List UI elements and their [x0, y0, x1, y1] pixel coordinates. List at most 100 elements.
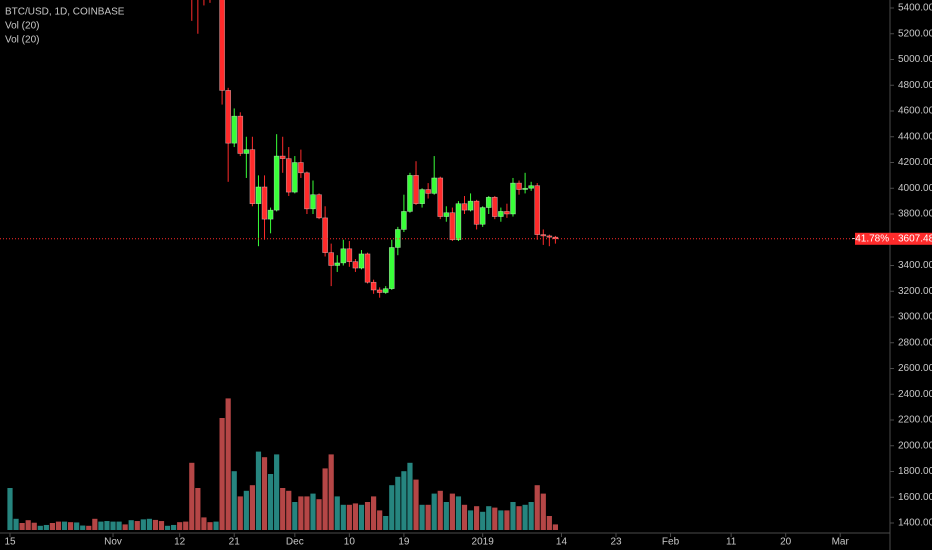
volume-bar [437, 490, 443, 530]
volume-bar [86, 525, 92, 530]
candle-body [419, 189, 425, 205]
candle-body [285, 158, 292, 193]
volume-bar [449, 493, 455, 530]
candle-body [328, 252, 334, 266]
volume-bar [546, 516, 552, 530]
candle-body [298, 162, 304, 174]
price-label: -41.78% · 3607.48 [852, 233, 932, 244]
candle-body [219, 0, 225, 91]
volume-bar [528, 502, 534, 530]
volume-bar [492, 507, 498, 530]
volume-bar [292, 502, 298, 530]
price-label-box [855, 232, 932, 245]
volume-bar [7, 488, 13, 530]
candle-body [316, 194, 322, 219]
candle-body [237, 115, 244, 154]
candle-body [479, 207, 486, 225]
candle-body [437, 177, 444, 217]
volume-bar [522, 504, 528, 530]
volume-bar [486, 506, 492, 530]
x-tick-label: 10 [344, 537, 356, 548]
candle-body [528, 185, 534, 189]
volume-bar [443, 502, 449, 530]
volume-bar [152, 519, 159, 530]
candle-body [407, 175, 413, 212]
indicator-label: Vol (20) [5, 35, 39, 46]
candle-body [292, 162, 298, 193]
candle-body [431, 177, 438, 194]
volume-bar [110, 521, 116, 530]
volume-bar [98, 521, 104, 530]
volume-bar [340, 504, 346, 530]
y-tick-label: 3800.00 [898, 209, 932, 220]
y-tick-label: 1800.00 [898, 466, 932, 477]
volume-bar [280, 488, 286, 530]
candle-body [231, 115, 238, 144]
candle-body [364, 253, 371, 283]
volume-bar [171, 524, 177, 530]
volume-bar [177, 522, 183, 530]
volume-bar [334, 496, 340, 530]
volume-bar [346, 504, 352, 530]
candle-body [455, 203, 462, 241]
candle-body [346, 248, 353, 262]
volume-bar [298, 496, 304, 530]
volume-bar [13, 518, 19, 530]
volume-bar [164, 525, 171, 530]
volume-bar [310, 493, 316, 530]
volume-bar [25, 520, 31, 530]
volume-bar [140, 519, 146, 530]
y-tick-label: 1600.00 [898, 492, 932, 503]
volume-bar [243, 490, 249, 530]
x-tick-label: 19 [398, 537, 410, 548]
candle-body [382, 288, 389, 293]
volume-bar [510, 502, 516, 530]
volume-bar [261, 457, 268, 530]
y-tick-label: 2800.00 [898, 337, 932, 348]
candle-body [376, 289, 383, 293]
volume-bar [504, 510, 510, 530]
volume-bar [122, 524, 128, 530]
volume-bar [183, 521, 189, 530]
volume-bar [389, 485, 395, 530]
y-tick-label: 3000.00 [898, 312, 932, 323]
volume-bar [304, 496, 310, 530]
volume-bar [474, 506, 480, 530]
y-tick-label: 3200.00 [898, 286, 932, 297]
candle-body [358, 253, 365, 269]
candle-body [395, 229, 401, 248]
volume-bar [401, 471, 407, 530]
volume-bar [207, 522, 213, 530]
volume-bar [455, 496, 462, 530]
candle-body [491, 196, 498, 217]
y-tick-label: 2000.00 [898, 440, 932, 451]
volume-bar [316, 499, 322, 530]
x-tick-label: 12 [174, 537, 186, 548]
candle-body [522, 187, 528, 190]
volume-bar [189, 462, 195, 530]
x-tick-label: 21 [229, 537, 241, 548]
y-tick-label: 2400.00 [898, 389, 932, 400]
volume-bar [92, 518, 98, 530]
volume-bar [407, 462, 413, 530]
candle-body [243, 149, 250, 154]
candle-body [322, 217, 328, 253]
candle-body [485, 196, 492, 208]
candle-body [467, 200, 474, 211]
candle-body [267, 209, 274, 220]
candle-body [370, 281, 377, 291]
y-tick-label: 3400.00 [898, 260, 932, 271]
candle-body [261, 186, 268, 220]
y-tick-label: 5000.00 [898, 54, 932, 65]
volume-bar [74, 522, 80, 530]
volume-bar [49, 523, 56, 530]
volume-bar [61, 521, 68, 530]
x-tick-label: Dec [286, 537, 304, 548]
candle-body [352, 261, 359, 269]
candle-body [334, 262, 341, 266]
volume-bar [237, 496, 243, 530]
volume-bar [201, 517, 207, 530]
candle-body [279, 155, 286, 159]
candle-body [449, 212, 456, 241]
